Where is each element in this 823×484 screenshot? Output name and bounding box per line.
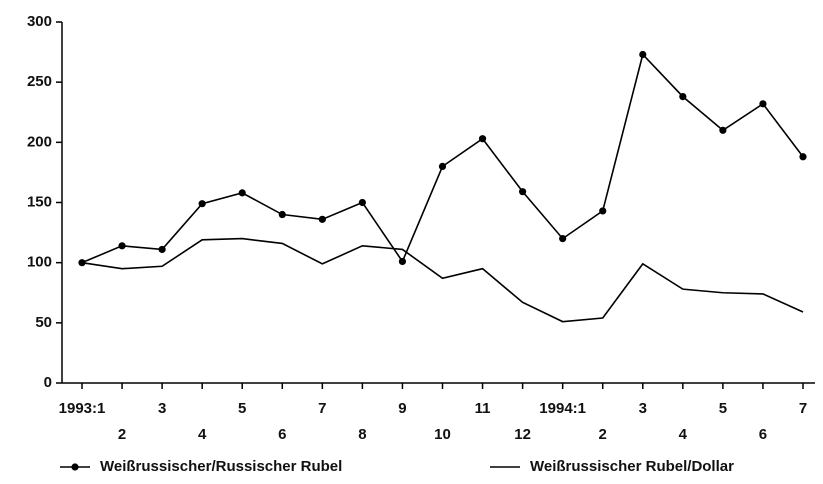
x-tick-label: 4	[679, 426, 688, 443]
data-point	[278, 210, 286, 219]
x-tick-label: 1993:1	[59, 400, 106, 417]
data-point	[759, 100, 767, 108]
x-tick-label: 5	[719, 400, 727, 417]
series-line	[81, 237, 804, 323]
data-point	[478, 135, 487, 143]
legend-marker	[71, 463, 79, 471]
data-point	[639, 50, 647, 59]
y-tick-label: 300	[27, 13, 52, 30]
x-tick-label: 3	[639, 400, 647, 417]
y-tick-label: 250	[27, 73, 52, 90]
data-point	[198, 200, 206, 208]
x-tick-label: 2	[118, 426, 126, 443]
y-tick-label: 100	[27, 254, 52, 271]
y-tick-label: 50	[35, 314, 52, 331]
x-tick-label: 9	[398, 400, 406, 417]
y-tick-label: 200	[27, 133, 52, 150]
data-point	[118, 242, 126, 250]
x-tick-label: 7	[799, 400, 807, 417]
data-point	[679, 93, 687, 101]
x-tick-label: 1994:1	[539, 400, 586, 417]
data-point	[158, 245, 166, 254]
data-point	[519, 188, 527, 196]
x-tick-label: 10	[434, 426, 451, 443]
data-point	[358, 198, 366, 207]
series-line	[81, 52, 804, 264]
y-tick-label: 150	[27, 193, 52, 210]
x-tick-label: 5	[238, 400, 246, 417]
x-tick-label: 2	[599, 426, 607, 443]
data-point	[398, 257, 407, 266]
data-point	[719, 126, 727, 134]
data-point	[559, 235, 567, 243]
legend-label: Weißrussischer/Russischer Rubel	[100, 458, 342, 475]
data-point	[599, 207, 607, 215]
data-point	[438, 162, 447, 170]
x-tick-label: 6	[278, 426, 286, 443]
data-point	[318, 215, 326, 223]
x-tick-label: 6	[759, 426, 767, 443]
y-tick-label: 0	[44, 374, 52, 391]
data-point	[238, 189, 246, 197]
x-tick-label: 11	[475, 400, 491, 417]
x-tick-label: 3	[158, 400, 166, 417]
x-tick-label: 4	[198, 426, 207, 443]
data-point	[799, 153, 807, 161]
legend-label: Weißrussischer Rubel/Dollar	[530, 458, 734, 475]
x-tick-label: 7	[318, 400, 326, 417]
x-tick-label: 12	[514, 426, 531, 443]
x-tick-label: 8	[358, 426, 366, 443]
